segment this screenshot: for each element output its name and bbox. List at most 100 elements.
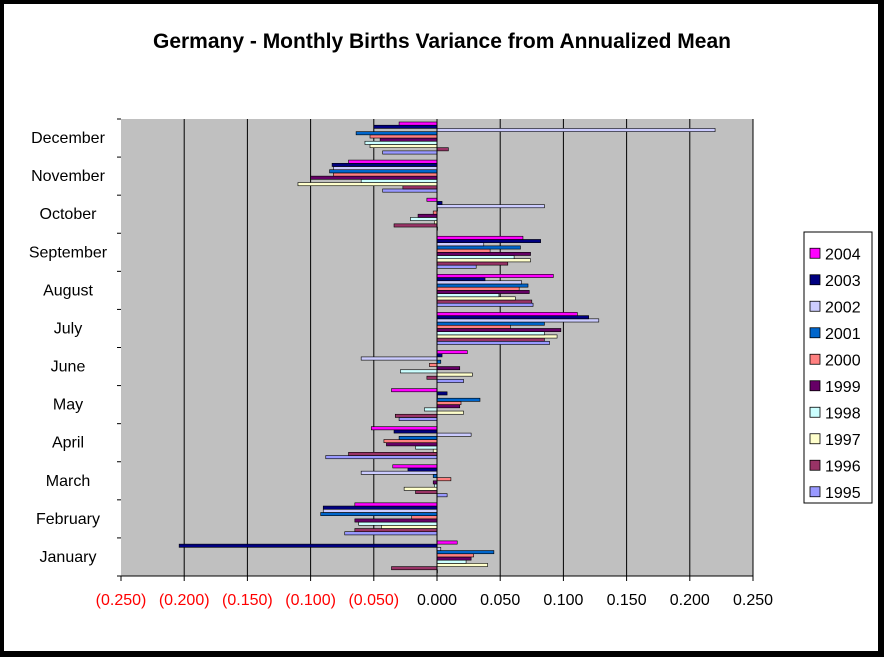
legend-label-1998: 1998 [825, 405, 861, 422]
bar-november-2002 [333, 166, 438, 171]
bar-september-2004 [436, 235, 524, 240]
bar-february-2000 [411, 515, 438, 520]
bar-april-2000 [383, 439, 438, 444]
category-label: December [31, 130, 105, 147]
category-label: November [31, 168, 105, 185]
bar-april-1995 [325, 455, 438, 460]
bar-january-2001 [436, 550, 495, 555]
bar-june-2003 [436, 353, 443, 358]
bar-january-1997 [436, 563, 488, 567]
bar-may-1998 [424, 407, 438, 412]
x-tick-label: (0.250) [96, 592, 147, 609]
bar-may-2004 [391, 388, 438, 393]
bar-february-2002 [322, 508, 438, 513]
bar-december-1996 [436, 147, 449, 152]
bar-september-2000 [436, 248, 491, 253]
bar-february-2004 [354, 502, 438, 507]
bar-june-2004 [436, 350, 468, 355]
bar-april-2002 [436, 432, 472, 437]
bar-october-2000 [432, 210, 438, 215]
bar-may-2001 [436, 397, 481, 402]
x-tick-label: 0.050 [480, 592, 520, 609]
bar-july-2002 [436, 318, 600, 323]
bar-may-1995 [398, 417, 438, 421]
bar-march-2001 [432, 474, 438, 478]
bar-march-1996 [415, 490, 438, 494]
bar-january-1998 [436, 559, 467, 564]
legend-swatch-1996 [809, 459, 821, 471]
bar-december-1995 [382, 150, 438, 155]
legend-label-1996: 1996 [825, 458, 861, 475]
bar-may-2000 [436, 401, 462, 405]
bar-june-2001 [436, 359, 442, 364]
bar-june-1995 [436, 379, 464, 383]
bar-july-2000 [436, 324, 511, 329]
bar-february-1995 [344, 531, 438, 536]
bar-november-1999 [310, 175, 438, 180]
bar-march-1997 [403, 486, 438, 491]
x-tick-label: (0.100) [285, 592, 336, 609]
bar-may-1996 [394, 413, 438, 418]
bar-august-2002 [436, 280, 522, 285]
bar-october-1999 [417, 213, 438, 218]
bar-july-1996 [436, 337, 545, 342]
legend-label-1999: 1999 [825, 379, 861, 396]
bar-april-1997 [432, 448, 438, 453]
bar-march-2000 [436, 477, 452, 482]
category-label: April [52, 435, 84, 452]
x-tick-label: 0.200 [670, 592, 710, 609]
bar-november-1997 [297, 182, 438, 187]
bar-december-2003 [373, 124, 438, 129]
legend-swatch-2002 [809, 300, 821, 312]
legend-label-2001: 2001 [825, 326, 861, 343]
bar-august-2004 [436, 274, 554, 278]
bar-august-2003 [436, 277, 486, 282]
bar-september-2002 [436, 242, 485, 247]
chart-frame: Germany - Monthly Births Variance from A… [4, 4, 878, 651]
x-tick-label: 0.250 [733, 592, 773, 609]
bar-october-1996 [393, 223, 438, 228]
bar-april-2003 [393, 429, 438, 434]
x-tick-label: 0.150 [607, 592, 647, 609]
category-label: July [54, 320, 82, 337]
bar-december-2001 [355, 131, 438, 136]
bar-july-1997 [436, 334, 558, 339]
bar-july-2004 [436, 312, 578, 316]
category-label: March [46, 473, 90, 490]
x-tick-label: 0.000 [417, 592, 457, 609]
bar-august-2000 [436, 286, 520, 291]
legend-swatch-2001 [809, 327, 821, 339]
legend-swatch-1995 [809, 486, 821, 498]
bar-january-2002 [436, 547, 442, 551]
bar-january-1999 [436, 556, 472, 561]
bar-february-1999 [354, 518, 438, 523]
bar-august-1997 [436, 296, 516, 301]
bar-august-1998 [436, 293, 500, 298]
category-label: January [40, 549, 97, 566]
bar-april-1999 [386, 442, 438, 447]
bar-march-1995 [436, 493, 448, 498]
category-label: February [36, 511, 100, 528]
legend-label-1995: 1995 [825, 485, 861, 502]
bar-may-1999 [436, 404, 461, 409]
bar-december-2002 [436, 128, 716, 132]
x-tick-label: (0.200) [159, 592, 210, 609]
bar-july-1998 [436, 331, 545, 336]
bar-april-1996 [348, 452, 438, 456]
bar-february-2003 [322, 505, 438, 510]
bar-june-1999 [436, 366, 461, 371]
bar-august-1999 [436, 290, 530, 294]
bar-march-2002 [360, 470, 438, 475]
bar-november-2001 [329, 169, 438, 174]
bar-december-1997 [369, 144, 438, 148]
bar-september-1998 [436, 255, 515, 260]
legend-swatch-2004 [809, 247, 821, 259]
category-label: September [29, 244, 108, 261]
bar-july-2001 [436, 321, 545, 326]
bar-november-2000 [333, 172, 438, 177]
legend-label-2003: 2003 [825, 273, 861, 290]
bar-october-2004 [426, 197, 438, 202]
bar-december-1999 [379, 137, 438, 142]
bar-september-1999 [436, 251, 531, 256]
bar-april-1998 [415, 445, 438, 450]
